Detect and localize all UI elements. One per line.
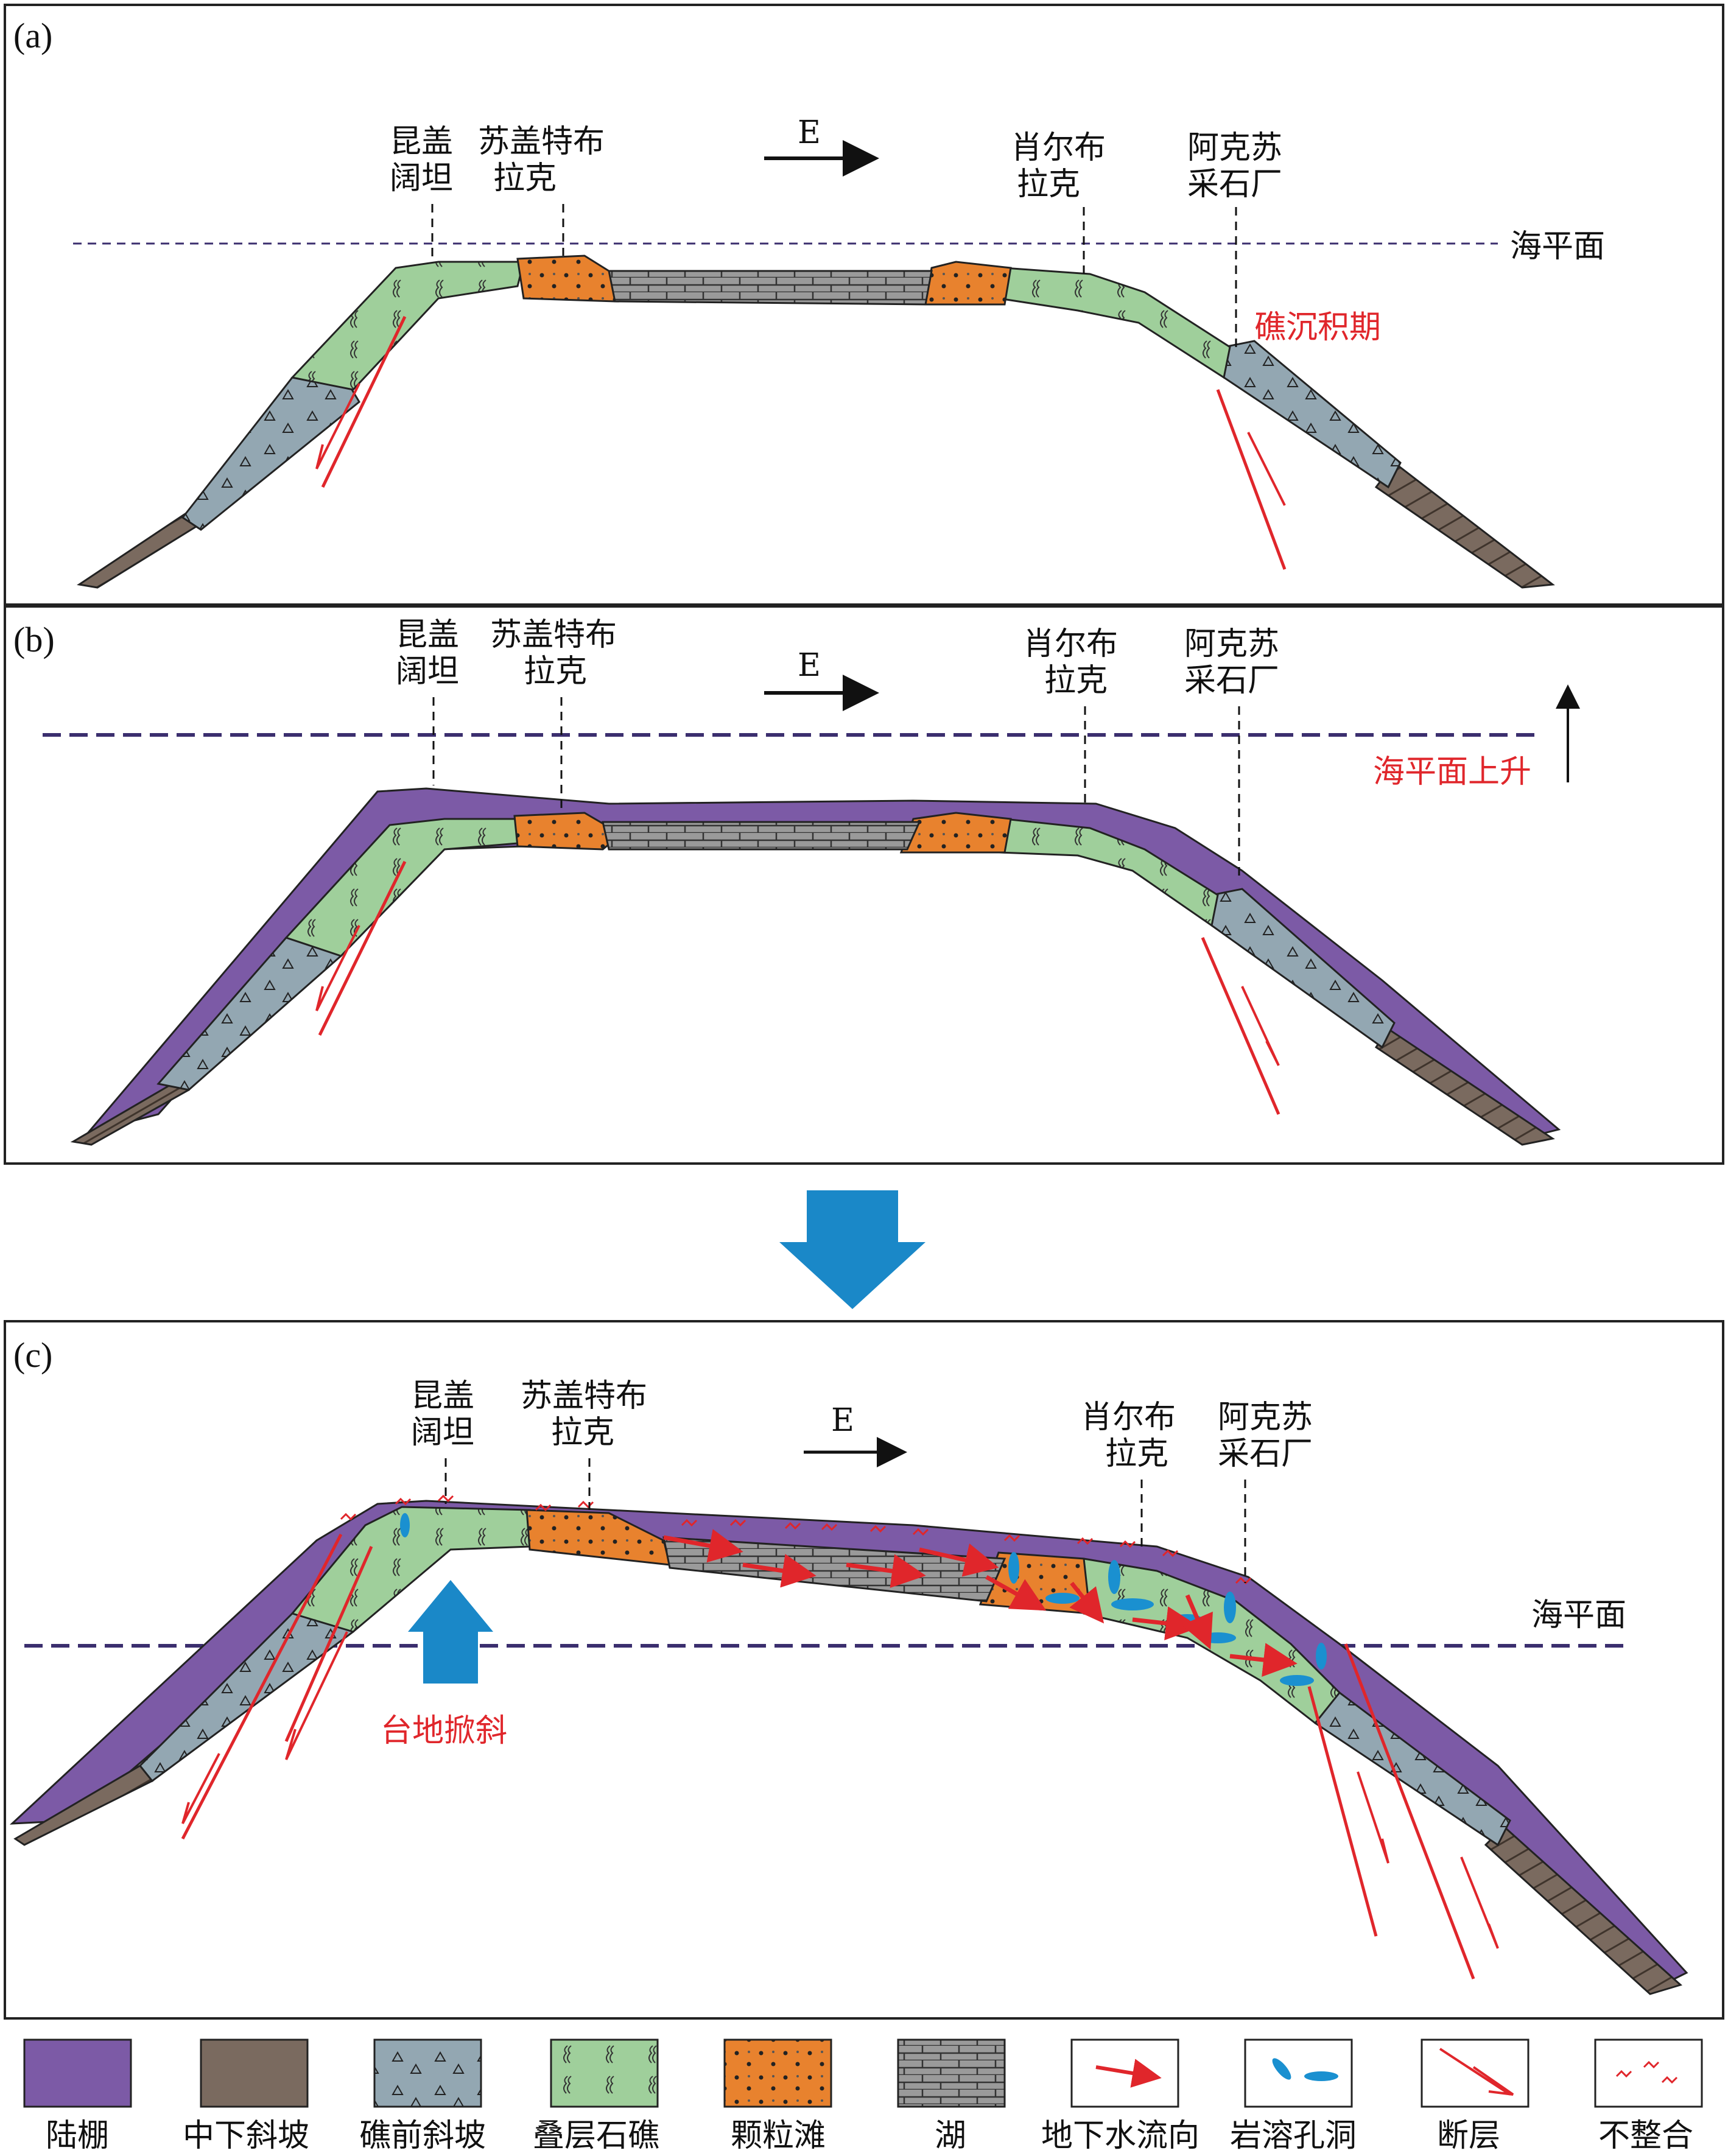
svg-text:阿克苏: 阿克苏 — [1218, 1399, 1313, 1436]
svg-text:采石厂: 采石厂 — [1218, 1436, 1313, 1472]
fault-left-arrow — [315, 925, 360, 1011]
fault-left — [321, 315, 407, 488]
fault-left-1 — [181, 1533, 343, 1840]
svg-text:苏盖特布: 苏盖特布 — [490, 617, 617, 653]
panel-b: (b) 海平面上升 E 昆盖 阔坦 苏盖特布 拉克 — [4, 605, 1724, 1165]
legend-item-reef: 叠层石礁 — [533, 2038, 659, 2154]
svg-text:苏盖特布: 苏盖特布 — [521, 1378, 647, 1414]
location-sugaitebulake: 苏盖特布 拉克 — [490, 617, 617, 810]
panel-a-tag: (a) — [13, 16, 52, 55]
svg-text:阔坦: 阔坦 — [411, 1414, 474, 1451]
legend-item-groundwater: 地下水流向 — [1041, 2038, 1199, 2154]
unconformity-marks — [340, 1494, 1252, 1585]
panel-b-tag: (b) — [13, 620, 55, 659]
fault-right-1 — [1307, 1686, 1378, 1937]
transition-arrow — [779, 1190, 925, 1309]
location-sugaitebulake: 苏盖特布 拉克 — [478, 124, 605, 256]
legend-item-lower-slope: 中下斜坡 — [183, 2038, 309, 2154]
uplift-arrow — [408, 1580, 493, 1684]
svg-text:陆棚: 陆棚 — [46, 2118, 109, 2154]
legend: 陆棚 中下斜坡 礁前斜坡 叠层石礁 颗粒滩 湖 地下水流向 — [23, 2038, 1703, 2154]
svg-text:阔坦: 阔坦 — [396, 653, 459, 690]
svg-text:不整合: 不整合 — [1598, 2118, 1693, 2154]
svg-text:昆盖: 昆盖 — [411, 1378, 474, 1414]
legend-item-unconformity: 不整合 — [1594, 2038, 1703, 2154]
panel-c: (c) 海平面 — [4, 1320, 1724, 2020]
location-xiaoerbulake: 肖尔布 拉克 — [1011, 130, 1106, 274]
legend-item-lagoon: 湖 — [897, 2038, 1006, 2154]
location-kungai: 昆盖 阔坦 — [390, 124, 453, 262]
svg-text:阔坦: 阔坦 — [390, 160, 453, 197]
fault-right-arrow — [1241, 986, 1280, 1066]
panel-c-tag: (c) — [13, 1335, 52, 1375]
fault-left-arrow — [315, 383, 360, 469]
legend-item-karst: 岩溶孔洞 — [1230, 2038, 1357, 2154]
legend-item-fore-reef: 礁前斜坡 — [359, 2038, 486, 2154]
fault-left-arrow — [181, 1631, 348, 1824]
svg-text:采石厂: 采石厂 — [1187, 166, 1282, 203]
legend-item-shoal: 颗粒滩 — [723, 2038, 832, 2154]
direction-label: E — [798, 114, 821, 151]
location-xiaoerbulake: 肖尔布 拉克 — [1023, 626, 1118, 804]
shoal-right — [899, 812, 1012, 854]
svg-text:叠层石礁: 叠层石礁 — [533, 2118, 659, 2154]
location-akesu: 阿克苏 采石厂 — [1187, 130, 1282, 347]
fault-right-arrow — [1247, 432, 1286, 506]
uplift-label: 台地掀斜 — [381, 1713, 507, 1749]
svg-text:昆盖: 昆盖 — [396, 617, 459, 653]
svg-text:阿克苏: 阿克苏 — [1184, 626, 1279, 662]
svg-text:地下水流向: 地下水流向 — [1041, 2118, 1199, 2154]
svg-text:断层: 断层 — [1437, 2118, 1500, 2154]
svg-text:拉克: 拉克 — [524, 653, 587, 690]
svg-text:昆盖: 昆盖 — [390, 124, 453, 160]
location-akesu: 阿克苏 采石厂 — [1184, 626, 1279, 877]
svg-text:肖尔布: 肖尔布 — [1023, 626, 1118, 662]
sea-level-label: 海平面 — [1510, 228, 1605, 265]
location-kungai: 昆盖 阔坦 — [411, 1378, 474, 1504]
svg-text:湖: 湖 — [935, 2118, 966, 2154]
fault-right — [1216, 389, 1287, 570]
svg-text:拉克: 拉克 — [551, 1414, 614, 1451]
location-kungai: 昆盖 阔坦 — [396, 617, 459, 785]
location-akesu: 阿克苏 采石厂 — [1218, 1399, 1313, 1583]
svg-text:阿克苏: 阿克苏 — [1187, 130, 1282, 166]
sea-level-rise-label: 海平面上升 — [1373, 754, 1531, 790]
direction-label: E — [798, 647, 821, 684]
shoal-right — [924, 261, 1012, 306]
svg-text:苏盖特布: 苏盖特布 — [478, 124, 605, 160]
stage-label: 礁沉积期 — [1254, 309, 1381, 346]
fault-right-2 — [1344, 1643, 1475, 1979]
svg-text:中下斜坡: 中下斜坡 — [183, 2118, 309, 2154]
panel-a: (a) 海平面 礁沉积期 E 昆盖 阔坦 — [4, 4, 1724, 606]
legend-item-shelf: 陆棚 — [23, 2038, 132, 2154]
fault-left — [318, 860, 407, 1036]
location-xiaoerbulake: 肖尔布 拉克 — [1081, 1399, 1176, 1547]
reef-right — [997, 267, 1231, 379]
svg-text:拉克: 拉克 — [1017, 166, 1080, 203]
karst-vugs — [400, 1513, 1327, 1686]
fault-right-arrow — [1357, 1771, 1499, 1949]
sea-level-label: 海平面 — [1531, 1597, 1626, 1634]
svg-text:拉克: 拉克 — [1044, 662, 1108, 699]
svg-text:颗粒滩: 颗粒滩 — [731, 2118, 826, 2154]
reef-right — [997, 818, 1219, 927]
svg-text:拉克: 拉克 — [493, 160, 557, 197]
location-sugaitebulake: 苏盖特布 拉克 — [521, 1378, 647, 1510]
lagoon — [608, 270, 933, 306]
lagoon — [602, 821, 921, 851]
svg-text:肖尔布: 肖尔布 — [1011, 130, 1106, 166]
svg-text:采石厂: 采石厂 — [1184, 662, 1279, 699]
svg-text:肖尔布: 肖尔布 — [1081, 1399, 1176, 1436]
groundwater-flow — [663, 1529, 1298, 1677]
svg-text:拉克: 拉克 — [1105, 1436, 1168, 1472]
direction-label: E — [831, 1402, 854, 1439]
svg-text:岩溶孔洞: 岩溶孔洞 — [1230, 2118, 1357, 2154]
legend-item-fault: 断层 — [1421, 2038, 1530, 2154]
fault-right — [1201, 937, 1280, 1115]
svg-text:礁前斜坡: 礁前斜坡 — [359, 2118, 486, 2154]
fault-left-2 — [284, 1545, 373, 1743]
